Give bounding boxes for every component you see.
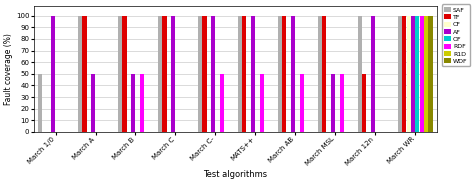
Bar (78, 16, 82, 132)
Bar (291, 16, 295, 132)
Bar (260, 74, 264, 132)
Bar (428, 16, 433, 132)
Bar (407, 16, 410, 132)
Bar (300, 74, 304, 132)
Bar (282, 16, 286, 132)
Bar (171, 16, 175, 132)
Bar (358, 16, 362, 132)
Bar (220, 74, 224, 132)
Bar (362, 74, 366, 132)
Bar (402, 16, 406, 132)
Bar (158, 16, 162, 132)
Bar (331, 74, 335, 132)
X-axis label: Test algorithms: Test algorithms (203, 170, 267, 179)
Bar (131, 74, 136, 132)
Bar (140, 74, 144, 132)
Bar (82, 16, 87, 132)
Bar (163, 16, 166, 132)
Legend: SAF, TF, CF, AF, OF, RDF, R1D, WDF: SAF, TF, CF, AF, OF, RDF, R1D, WDF (442, 4, 470, 66)
Bar (198, 16, 202, 132)
Bar (202, 16, 207, 132)
Y-axis label: Fault coverage (%): Fault coverage (%) (4, 33, 13, 105)
Bar (38, 74, 42, 132)
Bar (340, 74, 344, 132)
Bar (91, 74, 95, 132)
Bar (251, 16, 255, 132)
Bar (322, 16, 327, 132)
Bar (238, 16, 242, 132)
Bar (415, 16, 419, 132)
Bar (242, 16, 246, 132)
Bar (278, 16, 282, 132)
Bar (211, 16, 215, 132)
Bar (411, 16, 415, 132)
Bar (122, 16, 127, 132)
Bar (118, 16, 122, 132)
Bar (371, 16, 375, 132)
Bar (419, 16, 424, 132)
Bar (51, 16, 55, 132)
Bar (398, 16, 402, 132)
Bar (424, 16, 428, 132)
Bar (318, 16, 322, 132)
